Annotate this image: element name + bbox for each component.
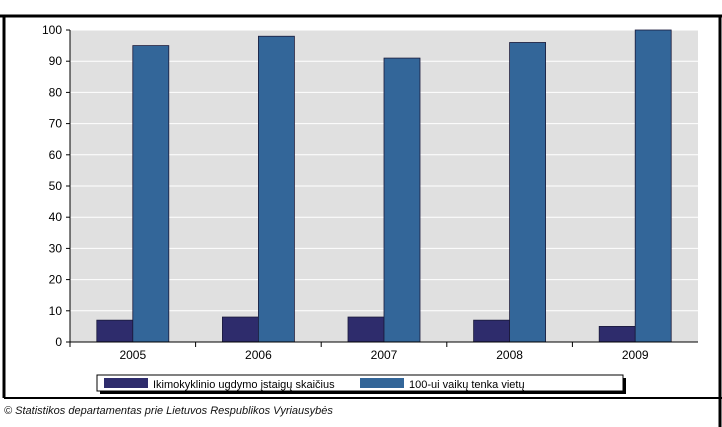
y-tick-label: 70	[49, 117, 63, 131]
y-tick-label: 40	[49, 210, 63, 224]
x-tick-label: 2008	[496, 348, 523, 362]
legend: Ikimokyklinio ugdymo įstaigų skaičius 10…	[96, 374, 626, 394]
y-tick-label: 100	[42, 23, 62, 37]
bar-2-2005	[132, 45, 170, 343]
bar-2-2009	[634, 29, 672, 343]
legend-swatch-1	[104, 378, 148, 388]
x-tick-label: 2006	[245, 348, 272, 362]
y-tick-labels: 0 10 20 30 40 50 60 70 80 90 100	[42, 23, 70, 349]
legend-label-1: Ikimokyklinio ugdymo įstaigų skaičius	[153, 379, 335, 391]
bar-1-2008	[473, 319, 511, 343]
bar-1-2007	[347, 316, 385, 343]
bar-1-2009	[598, 325, 636, 343]
y-tick-label: 60	[49, 148, 63, 162]
y-tick-label: 10	[49, 304, 63, 318]
bar-2-2006	[257, 35, 295, 343]
y-tick-label: 0	[55, 335, 62, 349]
y-tick-label: 50	[49, 179, 63, 193]
source-credit: © Statistikos departamentas prie Lietuvo…	[4, 405, 333, 417]
x-tick-label: 2005	[119, 348, 146, 362]
x-tick-label: 2007	[371, 348, 398, 362]
legend-label-2: 100-ui vaikų tenka vietų	[409, 379, 525, 391]
bar-1-2006	[221, 316, 259, 343]
x-tick-labels: 2005 2006 2007 2008 2009	[69, 342, 649, 362]
y-tick-label: 90	[49, 54, 63, 68]
y-tick-label: 30	[49, 241, 63, 255]
x-tick-label: 2009	[622, 348, 649, 362]
bar-1-2005	[96, 319, 134, 343]
y-tick-label: 20	[49, 273, 63, 287]
legend-swatch-2	[360, 378, 404, 388]
bar-2-2007	[383, 57, 421, 343]
y-tick-label: 80	[49, 85, 63, 99]
bar-2-2008	[509, 42, 547, 343]
bars	[96, 29, 672, 343]
